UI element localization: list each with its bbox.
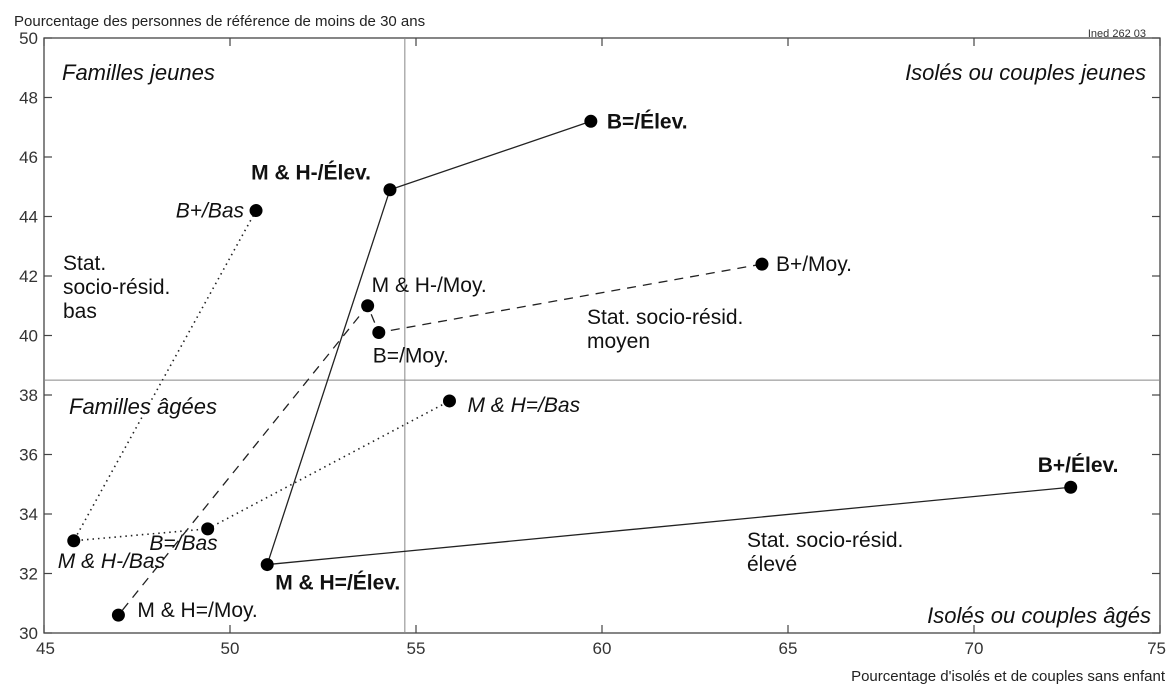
point-label: B=/Bas [149,532,218,555]
y-tick-label: 34 [19,505,38,524]
y-tick-label: 36 [19,446,38,465]
y-tick-label: 38 [19,386,38,405]
y-tick-label: 30 [19,624,38,643]
data-point [442,394,456,408]
y-tick-label: 44 [19,208,38,227]
data-point [755,257,769,271]
group-label-line: socio-résid. [63,276,170,299]
group-label-line: Stat. socio-résid. [747,529,903,552]
point-label: M & H-/Élev. [251,162,371,185]
data-point [67,534,81,548]
y-tick-label: 42 [19,267,38,286]
x-tick-label: 55 [407,639,426,658]
series-line-solid [266,120,1071,566]
data-point [249,204,263,218]
y-tick-label: 32 [19,565,38,584]
chart-title: Pourcentage des personnes de référence d… [14,13,425,30]
y-tick-label: 46 [19,148,38,167]
series-line-dotted [72,210,450,542]
quadrant-label: Familles âgées [69,394,217,419]
point-label: B=/Moy. [373,345,449,368]
point-label: M & H-/Bas [58,550,166,573]
quadrant-label: Familles jeunes [62,60,215,85]
point-label: M & H=/Bas [467,394,580,417]
x-axis-title: Pourcentage d'isolés et de couples sans … [851,668,1166,684]
data-point [584,114,598,128]
x-tick-label: 65 [779,639,798,658]
annotations: Pourcentage des personnes de référence d… [14,13,1166,684]
point-label: M & H=/Moy. [137,599,257,622]
y-tick-label: 40 [19,327,38,346]
y-tick-label: 48 [19,89,38,108]
group-label-line: moyen [587,330,650,353]
group-label-line: Stat. socio-résid. [587,306,743,329]
data-point [383,183,397,197]
point-label: M & H-/Moy. [372,274,487,297]
point-label: M & H=/Élev. [275,572,400,595]
data-point [372,326,386,340]
data-point [201,522,215,536]
x-tick-label: 45 [36,639,55,658]
x-tick-label: 70 [965,639,984,658]
group-label-line: bas [63,300,97,323]
group-label-line: élevé [747,553,797,576]
data-point [361,299,375,313]
source-note: Ined 262 03 [1088,28,1146,40]
axes: 30 32 34 36 38 40 42 44 46 48 50 45 50 55 60 65 70 75 [19,29,1166,658]
quadrant-label: Isolés ou couples âgés [927,603,1151,628]
x-tick-label: 60 [593,639,612,658]
point-label: B+/Moy. [776,253,852,276]
x-tick-label: 50 [221,639,240,658]
data-point [1064,480,1078,494]
x-tick-label: 75 [1147,639,1166,658]
quadrant-label: Isolés ou couples jeunes [905,60,1146,85]
data-point [111,608,125,622]
connecting-lines [72,120,1071,616]
point-label: B=/Élev. [607,110,688,133]
data-points: B=/Élev. M & H-/Élev. B+/Bas B+/Moy. M & H-/… [58,110,1119,622]
series-line-dashed [117,263,763,616]
point-label: B+/Bas [176,200,245,223]
group-label-line: Stat. [63,252,106,275]
y-tick-label: 50 [19,29,38,48]
point-label: B+/Élev. [1038,454,1119,477]
data-point [260,558,274,572]
